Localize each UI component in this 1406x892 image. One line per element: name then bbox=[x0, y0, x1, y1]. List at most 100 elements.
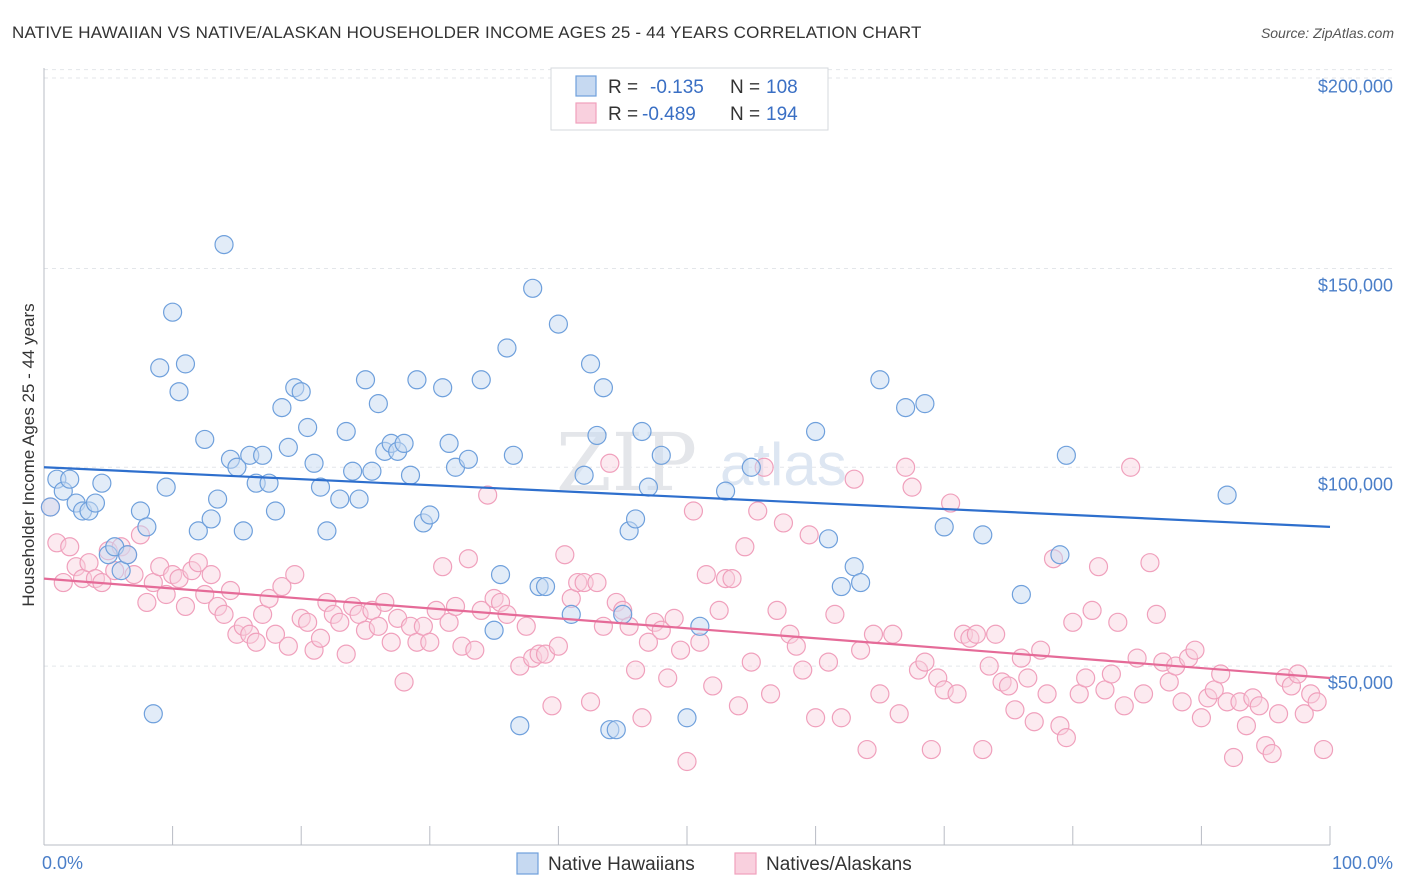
data-point-natives-alaskans bbox=[818, 652, 839, 672]
data-point-natives-alaskans bbox=[799, 525, 819, 545]
data-point-natives-alaskans bbox=[593, 616, 614, 636]
data-point-native-hawaiians bbox=[343, 461, 363, 481]
data-point-natives-alaskans bbox=[1101, 664, 1121, 684]
data-point-natives-alaskans bbox=[555, 545, 575, 565]
data-point-natives-alaskans bbox=[1236, 716, 1257, 736]
data-point-natives-alaskans bbox=[793, 660, 813, 680]
data-point-natives-alaskans bbox=[1249, 696, 1269, 716]
data-point-native-hawaiians bbox=[535, 576, 556, 597]
data-point-natives-alaskans bbox=[156, 584, 176, 605]
data-point-native-hawaiians bbox=[92, 473, 112, 493]
data-point-natives-alaskans bbox=[587, 572, 607, 593]
data-point-natives-alaskans bbox=[760, 684, 781, 704]
data-point-native-hawaiians bbox=[175, 354, 196, 374]
legend-swatch-pink bbox=[575, 102, 597, 124]
data-point-natives-alaskans bbox=[1063, 612, 1083, 632]
data-point-natives-alaskans bbox=[600, 453, 620, 473]
data-point-native-hawaiians bbox=[580, 354, 601, 374]
data-point-native-hawaiians bbox=[330, 489, 350, 509]
data-point-natives-alaskans bbox=[632, 708, 652, 728]
data-point-natives-alaskans bbox=[465, 640, 485, 660]
data-point-native-hawaiians bbox=[677, 708, 697, 728]
data-point-native-hawaiians bbox=[503, 445, 523, 465]
data-point-natives-alaskans bbox=[1024, 712, 1044, 732]
data-point-natives-alaskans bbox=[915, 652, 935, 672]
data-point-natives-alaskans bbox=[1268, 704, 1289, 724]
data-point-native-hawaiians bbox=[156, 477, 176, 497]
data-point-native-hawaiians bbox=[715, 481, 736, 501]
data-point-native-hawaiians bbox=[831, 576, 851, 597]
data-point-native-hawaiians bbox=[265, 501, 286, 521]
series-legend-label-pink: Natives/Alaskans bbox=[766, 854, 912, 875]
data-point-native-hawaiians bbox=[130, 501, 151, 521]
data-point-natives-alaskans bbox=[1018, 668, 1038, 688]
data-point-native-hawaiians bbox=[304, 453, 324, 473]
data-point-native-hawaiians bbox=[896, 398, 916, 418]
legend-n-label-2: N = bbox=[730, 104, 760, 125]
data-point-natives-alaskans bbox=[1294, 704, 1314, 724]
data-point-natives-alaskans bbox=[786, 636, 806, 656]
data-point-native-hawaiians bbox=[471, 370, 491, 390]
trend-line-native-hawaiians bbox=[43, 466, 1331, 529]
data-point-native-hawaiians bbox=[253, 445, 273, 465]
data-point-natives-alaskans bbox=[580, 692, 601, 712]
data-point-natives-alaskans bbox=[375, 592, 395, 613]
series-legend-swatch-pink bbox=[734, 852, 757, 875]
data-point-natives-alaskans bbox=[529, 644, 549, 664]
data-point-native-hawaiians bbox=[915, 394, 935, 414]
data-point-natives-alaskans bbox=[728, 696, 749, 716]
data-point-natives-alaskans bbox=[220, 580, 241, 601]
legend-swatch-blue bbox=[575, 75, 597, 97]
data-point-native-hawaiians bbox=[439, 433, 459, 454]
x-tick-label-end: 100.0% bbox=[1332, 853, 1393, 873]
data-point-natives-alaskans bbox=[973, 739, 993, 760]
data-point-native-hawaiians bbox=[60, 469, 80, 489]
data-point-natives-alaskans bbox=[323, 604, 343, 624]
data-point-native-hawaiians bbox=[606, 720, 626, 740]
data-point-native-hawaiians bbox=[201, 509, 221, 529]
data-point-natives-alaskans bbox=[439, 612, 459, 632]
y-tick-label: $100,000 bbox=[1318, 474, 1393, 494]
data-point-native-hawaiians bbox=[523, 278, 543, 298]
data-point-natives-alaskans bbox=[1056, 728, 1076, 748]
data-point-natives-alaskans bbox=[1172, 692, 1192, 712]
data-point-natives-alaskans bbox=[928, 668, 948, 688]
data-point-native-hawaiians bbox=[613, 604, 633, 624]
data-point-natives-alaskans bbox=[208, 596, 228, 617]
data-point-natives-alaskans bbox=[1185, 640, 1205, 660]
data-point-natives-alaskans bbox=[883, 624, 903, 644]
data-point-native-hawaiians bbox=[394, 433, 414, 454]
legend-n-value-1: 108 bbox=[766, 77, 798, 98]
x-ticks bbox=[43, 826, 1331, 845]
data-point-natives-alaskans bbox=[66, 557, 86, 577]
data-point-natives-alaskans bbox=[1121, 457, 1141, 477]
data-point-native-hawaiians bbox=[632, 421, 652, 442]
data-point-native-hawaiians bbox=[973, 525, 993, 545]
data-point-natives-alaskans bbox=[253, 604, 273, 624]
data-point-natives-alaskans bbox=[851, 640, 871, 660]
data-point-natives-alaskans bbox=[825, 604, 845, 624]
data-point-natives-alaskans bbox=[696, 565, 716, 585]
data-point-natives-alaskans bbox=[658, 668, 678, 688]
data-point-native-hawaiians bbox=[741, 457, 761, 477]
data-point-natives-alaskans bbox=[844, 469, 864, 489]
data-point-native-hawaiians bbox=[349, 489, 369, 509]
data-point-natives-alaskans bbox=[60, 537, 80, 557]
data-point-natives-alaskans bbox=[677, 751, 697, 772]
data-point-natives-alaskans bbox=[233, 616, 253, 636]
data-point-natives-alaskans bbox=[735, 537, 755, 557]
data-point-native-hawaiians bbox=[651, 445, 671, 465]
data-point-natives-alaskans bbox=[625, 660, 646, 680]
y-tick-label: $150,000 bbox=[1318, 275, 1393, 295]
data-point-natives-alaskans bbox=[690, 632, 710, 652]
data-point-native-hawaiians bbox=[870, 370, 890, 390]
data-point-natives-alaskans bbox=[413, 616, 433, 636]
data-point-native-hawaiians bbox=[1011, 584, 1031, 605]
x-tick-label-start: 0.0% bbox=[42, 853, 83, 873]
data-point-natives-alaskans bbox=[214, 604, 234, 624]
data-point-natives-alaskans bbox=[355, 620, 376, 640]
data-point-natives-alaskans bbox=[1153, 652, 1173, 672]
data-point-natives-alaskans bbox=[773, 513, 794, 533]
data-point-natives-alaskans bbox=[548, 636, 569, 656]
data-point-natives-alaskans bbox=[47, 533, 67, 553]
